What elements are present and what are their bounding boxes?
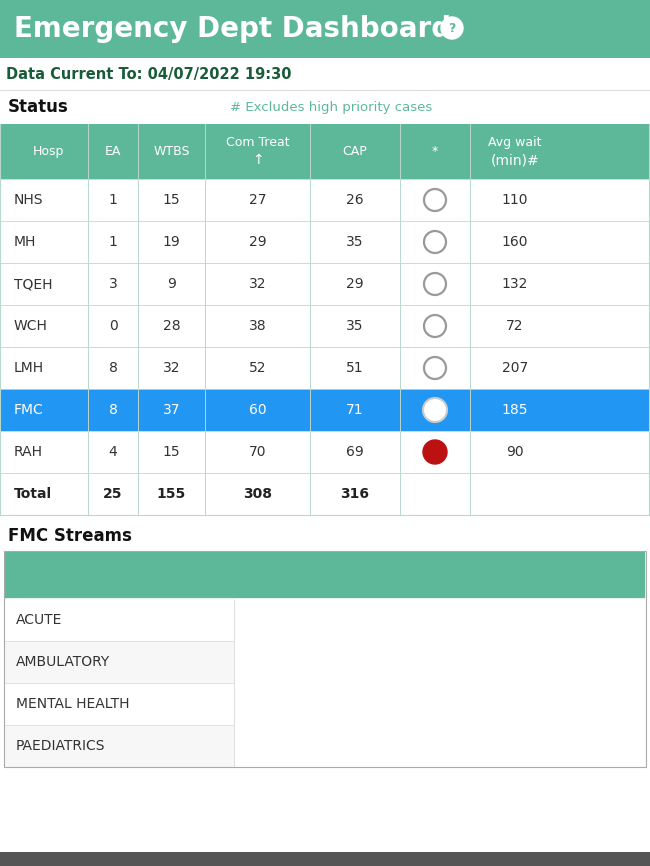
Text: 9: 9	[167, 277, 176, 291]
Text: 160: 160	[502, 235, 528, 249]
Text: 51: 51	[346, 361, 364, 375]
Bar	[4, 551, 646, 599]
Bar	[0, 521, 650, 551]
Bar	[0, 305, 650, 347]
Bar	[0, 124, 650, 179]
Text: 35: 35	[346, 319, 364, 333]
Text: 32: 32	[249, 277, 266, 291]
Circle shape	[423, 398, 447, 422]
Bar	[0, 473, 650, 515]
Text: 1: 1	[109, 235, 118, 249]
Text: 29: 29	[346, 277, 364, 291]
Bar	[4, 599, 234, 641]
Text: 155: 155	[157, 487, 186, 501]
Text: 70: 70	[249, 445, 266, 459]
Text: 90: 90	[506, 445, 524, 459]
Text: 110: 110	[502, 193, 528, 207]
Text: 8: 8	[109, 361, 118, 375]
Text: TQEH: TQEH	[14, 277, 53, 291]
Text: MENTAL HEALTH: MENTAL HEALTH	[16, 697, 129, 711]
Bar	[0, 263, 650, 305]
Text: 38: 38	[249, 319, 266, 333]
Text: Data Current To: 04/07/2022 19:30: Data Current To: 04/07/2022 19:30	[6, 67, 291, 81]
Text: NHS: NHS	[14, 193, 44, 207]
Text: 132: 132	[502, 277, 528, 291]
Text: 26: 26	[346, 193, 364, 207]
Text: 28: 28	[162, 319, 180, 333]
Text: FMC Streams: FMC Streams	[8, 527, 132, 545]
Bar	[0, 58, 650, 90]
Bar	[0, 852, 650, 866]
Text: WCH: WCH	[14, 319, 48, 333]
Text: 0: 0	[109, 319, 118, 333]
Text: AMBULATORY: AMBULATORY	[16, 655, 111, 669]
Bar	[0, 124, 650, 515]
Text: 25: 25	[103, 487, 123, 501]
Text: (min)#: (min)#	[491, 153, 540, 167]
Text: 69: 69	[346, 445, 364, 459]
Text: 15: 15	[162, 445, 180, 459]
Bar	[0, 431, 650, 473]
Bar	[0, 90, 650, 124]
Text: Hosp: Hosp	[32, 145, 64, 158]
Bar	[4, 551, 646, 767]
Text: Total: Total	[14, 487, 52, 501]
Text: 19: 19	[162, 235, 181, 249]
Text: WTBS: WTBS	[153, 145, 190, 158]
Bar	[4, 641, 234, 683]
Text: Avg wait: Avg wait	[488, 136, 541, 149]
Text: LMH: LMH	[14, 361, 44, 375]
Text: MH: MH	[14, 235, 36, 249]
Text: 29: 29	[249, 235, 266, 249]
Text: 71: 71	[346, 403, 364, 417]
Text: 72: 72	[506, 319, 524, 333]
Text: 4: 4	[109, 445, 118, 459]
Text: Status: Status	[8, 98, 69, 116]
Circle shape	[441, 17, 463, 39]
Text: *: *	[432, 145, 438, 158]
Text: ?: ?	[448, 22, 456, 35]
Text: CAP: CAP	[343, 145, 367, 158]
Bar	[4, 725, 234, 767]
Bar	[0, 389, 650, 431]
Text: 32: 32	[162, 361, 180, 375]
Text: 1: 1	[109, 193, 118, 207]
Text: # Excludes high priority cases: # Excludes high priority cases	[230, 100, 432, 113]
Text: 185: 185	[502, 403, 528, 417]
Bar	[4, 599, 646, 767]
Text: 27: 27	[249, 193, 266, 207]
Text: 37: 37	[162, 403, 180, 417]
Text: ACUTE: ACUTE	[16, 613, 62, 627]
Text: Com Treat: Com Treat	[226, 136, 289, 149]
Text: 35: 35	[346, 235, 364, 249]
Bar	[4, 551, 646, 599]
Text: 308: 308	[243, 487, 272, 501]
Circle shape	[423, 440, 447, 464]
Bar	[0, 179, 650, 221]
Bar	[4, 683, 234, 725]
Bar	[0, 221, 650, 263]
Text: 3: 3	[109, 277, 118, 291]
Text: 8: 8	[109, 403, 118, 417]
Text: 52: 52	[249, 361, 266, 375]
Text: EA: EA	[105, 145, 121, 158]
Text: PAEDIATRICS: PAEDIATRICS	[16, 739, 105, 753]
Bar	[0, 347, 650, 389]
Text: ↑: ↑	[252, 153, 263, 167]
Text: 316: 316	[341, 487, 369, 501]
Text: 60: 60	[249, 403, 266, 417]
Text: 15: 15	[162, 193, 180, 207]
Text: FMC: FMC	[14, 403, 44, 417]
Bar	[0, 0, 650, 58]
Text: RAH: RAH	[14, 445, 43, 459]
Text: 207: 207	[502, 361, 528, 375]
Text: Emergency Dept Dashboard: Emergency Dept Dashboard	[14, 15, 451, 43]
